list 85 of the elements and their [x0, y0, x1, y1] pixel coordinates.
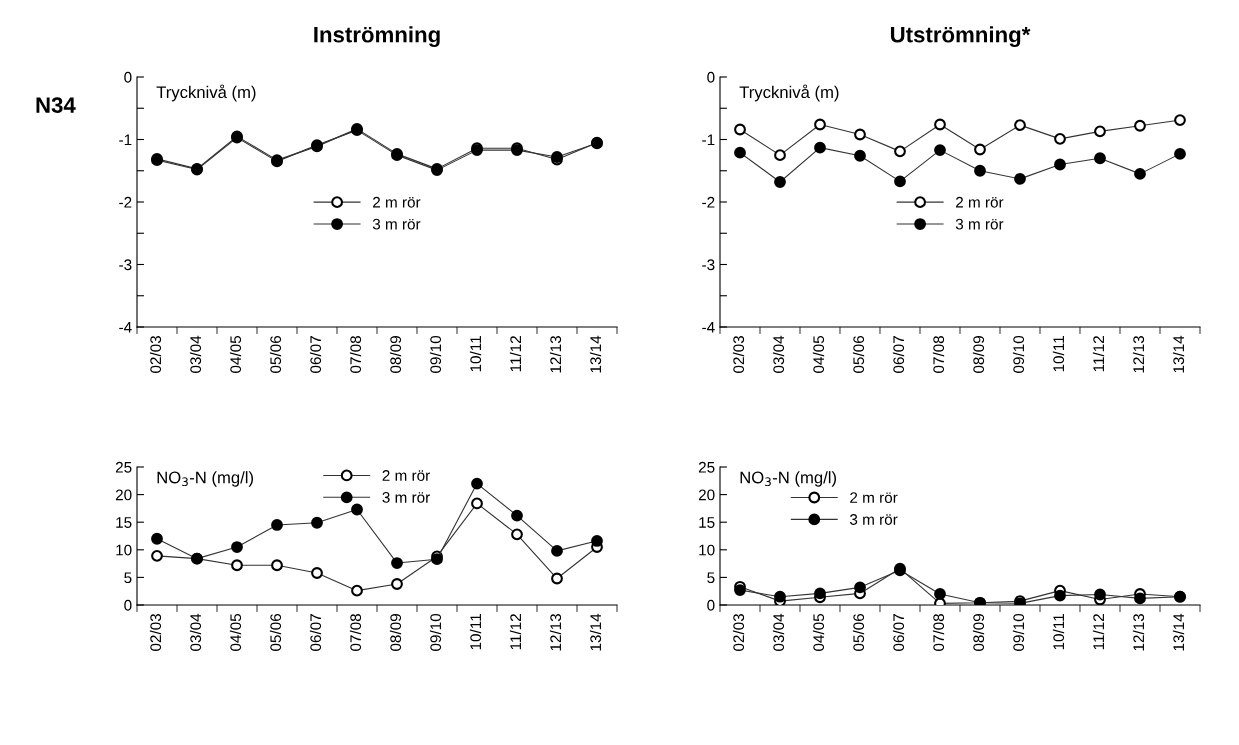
x-tick-label: 12/13	[1132, 336, 1145, 373]
x-tick-label: 02/03	[732, 336, 745, 373]
x-tick-label: 02/03	[732, 614, 745, 651]
x-tick-label: 03/04	[189, 335, 202, 373]
y-tick-label: 15	[116, 517, 132, 528]
x-tick-label: 13/14	[589, 613, 602, 651]
x-tick-label: 02/03	[149, 614, 162, 651]
x-tick-label: 05/06	[269, 336, 282, 373]
x-tick-label: 04/05	[812, 613, 825, 651]
x-tick-label: 06/07	[309, 614, 322, 651]
y-tick-label: 20	[698, 489, 715, 501]
y-tick-label: 15	[699, 517, 715, 528]
x-tick-label: 05/06	[269, 614, 282, 651]
x-tick-label: 12/13	[1132, 614, 1145, 651]
x-tick-label: 05/06	[852, 336, 865, 373]
x-tick-label: 10/11	[1052, 336, 1065, 372]
y-tick-label: 10	[699, 544, 715, 556]
x-tick-label: 06/07	[309, 336, 322, 373]
legend-label: 2 m rör	[956, 196, 1004, 208]
y-tick-label: 0	[707, 71, 715, 83]
y-tick-label: -3	[702, 259, 715, 271]
x-tick-label: 08/09	[972, 614, 985, 651]
x-tick-label: 10/11	[469, 614, 482, 650]
x-tick-label: 07/08	[349, 335, 362, 373]
y-axis-title: NO$_{3}$-N (mg/l)	[740, 471, 837, 487]
x-tick-label: 11/12	[509, 336, 522, 372]
legend-label: 2 m rör	[382, 470, 430, 481]
chart-title: Inströmning	[314, 26, 440, 47]
y-tick-label: 20	[115, 489, 132, 501]
x-tick-label: 06/07	[892, 614, 905, 651]
x-tick-label: 12/13	[549, 336, 562, 373]
x-tick-label: 09/10	[1012, 613, 1025, 651]
x-tick-label: 09/10	[1012, 335, 1025, 373]
x-tick-label: 07/08	[932, 613, 945, 651]
y-tick-label: -4	[702, 322, 715, 333]
y-tick-label: -3	[119, 259, 132, 271]
x-tick-label: 05/06	[852, 614, 865, 651]
x-tick-label: 09/10	[429, 613, 442, 651]
x-tick-label: 11/12	[509, 614, 522, 650]
x-tick-label: 04/05	[229, 613, 242, 651]
x-tick-label: 12/13	[549, 614, 562, 651]
x-tick-label: 08/09	[972, 336, 985, 373]
x-tick-label: 02/03	[149, 336, 162, 373]
x-tick-label: 04/05	[229, 335, 242, 373]
legend-label: 2 m rör	[850, 492, 898, 504]
y-tick-label: -1	[702, 134, 715, 146]
y-axis-title: Trycknivå (m)	[739, 84, 839, 102]
y-tick-label: -4	[119, 322, 132, 333]
y-tick-label: -2	[702, 196, 715, 208]
x-tick-label: 03/04	[772, 335, 785, 373]
x-tick-label: 10/11	[469, 336, 482, 372]
x-tick-label: 03/04	[189, 613, 202, 651]
y-tick-label: 25	[115, 461, 132, 473]
x-tick-label: 13/14	[1172, 613, 1185, 651]
x-tick-label: 08/09	[389, 614, 402, 651]
x-tick-label: 06/07	[892, 336, 905, 373]
legend-label: 2 m rör	[373, 196, 421, 208]
x-tick-label: 13/14	[1172, 335, 1185, 373]
x-tick-label: 07/08	[349, 613, 362, 651]
x-tick-label: 11/12	[1092, 614, 1105, 650]
y-tick-label: 0	[124, 71, 132, 83]
x-tick-label: 08/09	[389, 336, 402, 373]
legend-label: 3 m rör	[955, 218, 1004, 230]
legend-label: 3 m rör	[372, 218, 421, 230]
x-tick-label: 10/11	[1052, 614, 1065, 650]
y-tick-label: 5	[707, 572, 715, 584]
legend-label: 3 m rör	[382, 491, 430, 503]
text: N34	[36, 97, 76, 113]
x-tick-label: 07/08	[932, 335, 945, 373]
y-tick-label: -1	[119, 134, 132, 146]
x-tick-label: 13/14	[589, 335, 602, 373]
x-tick-label: 09/10	[429, 335, 442, 373]
y-axis-title: Trycknivå (m)	[156, 84, 256, 102]
y-tick-label: 0	[124, 599, 132, 611]
y-tick-label: 25	[698, 461, 715, 473]
x-tick-label: 03/04	[772, 613, 785, 651]
y-axis-title: NO$_{3}$-N (mg/l)	[157, 471, 254, 487]
legend-label: 3 m rör	[849, 514, 898, 525]
y-tick-label: -2	[119, 196, 132, 208]
x-tick-label: 04/05	[812, 335, 825, 373]
chart-title: Utströmning*	[890, 26, 1031, 47]
x-tick-label: 11/12	[1092, 336, 1105, 372]
y-tick-label: 10	[116, 544, 132, 556]
y-tick-label: 5	[124, 572, 132, 584]
y-tick-label: 0	[707, 599, 715, 611]
